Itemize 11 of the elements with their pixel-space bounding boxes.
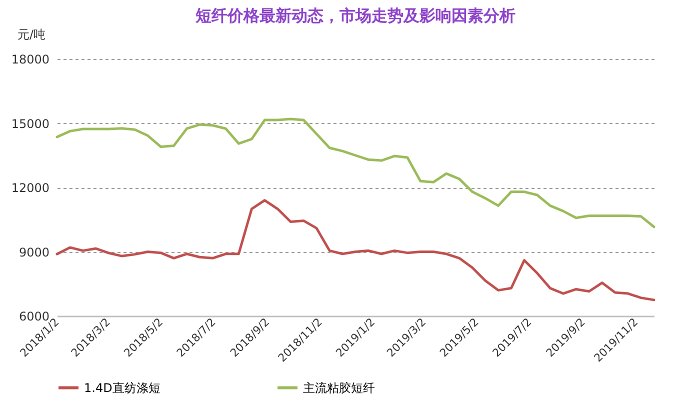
y-tick-label: 12000	[11, 181, 50, 195]
y-tick-label: 15000	[11, 116, 50, 131]
y-tick-label: 18000	[11, 52, 50, 66]
chart-title: 短纤价格最新动态，市场走势及影响因素分析	[194, 6, 516, 25]
legend-label: 主流粘胶短纤	[303, 380, 375, 395]
line-series	[56, 199, 656, 302]
line-series	[56, 118, 656, 228]
y-axis-title: 元/吨	[18, 28, 46, 42]
y-tick-label: 6000	[18, 310, 50, 324]
legend-label: 1.4D直纺涤短	[84, 380, 160, 395]
y-tick-label: 9000	[18, 245, 50, 260]
